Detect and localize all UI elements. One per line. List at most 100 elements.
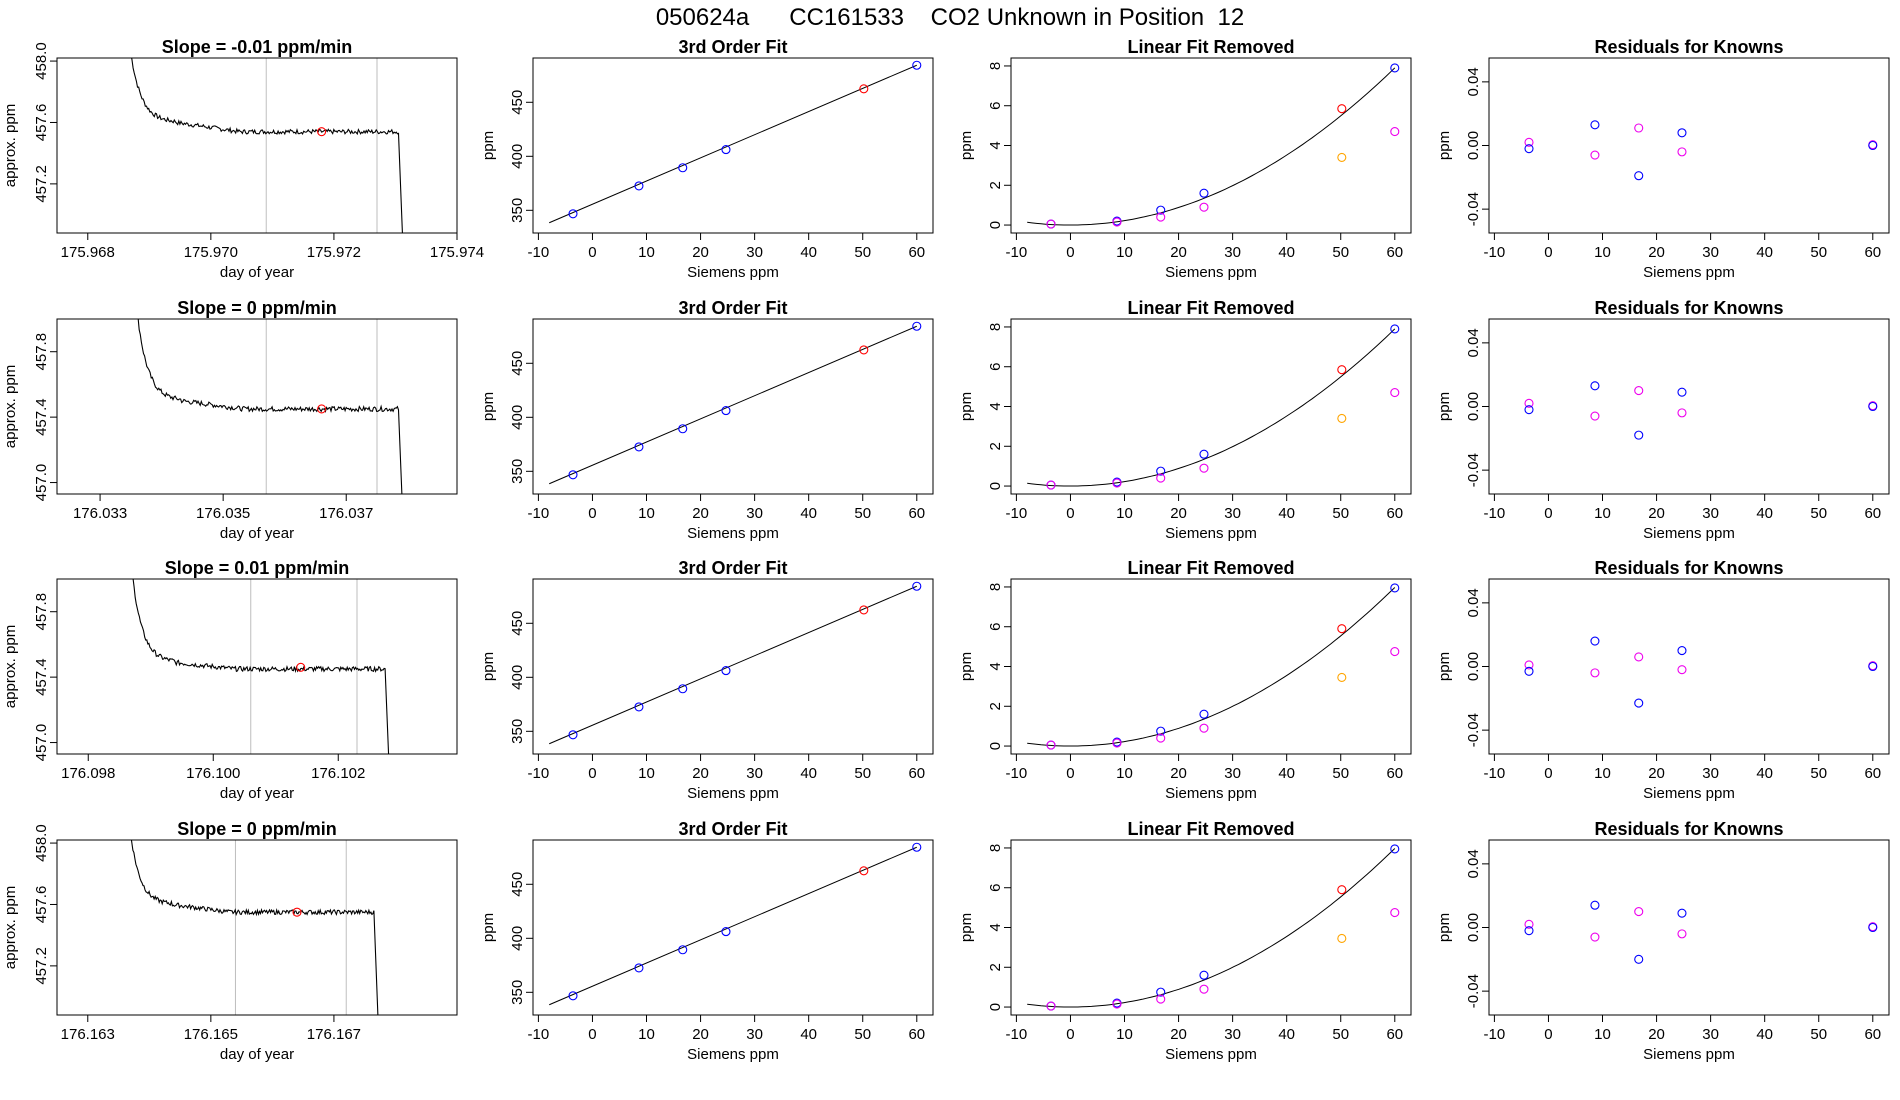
data-point (1634, 954, 1644, 964)
x-tick-label: 0 (588, 765, 596, 782)
y-axis-label: ppm (958, 392, 975, 421)
y-tick-label: 450 (509, 90, 526, 115)
x-tick-label: 175.972 (307, 244, 361, 261)
x-tick-label: -10 (528, 1026, 550, 1043)
y-tick-label: 4 (987, 402, 1004, 410)
x-tick-label: 50 (854, 1026, 871, 1043)
chart-title: Linear Fit Removed (1127, 558, 1294, 578)
data-point (1868, 140, 1878, 151)
x-axis-label: Siemens ppm (1643, 525, 1735, 542)
x-axis-label: Siemens ppm (687, 1046, 779, 1063)
y-tick-label: 457.6 (33, 104, 50, 142)
x-tick-label: 0 (1066, 1026, 1074, 1043)
x-tick-label: 30 (1224, 765, 1241, 782)
x-tick-label: 20 (692, 244, 709, 261)
y-tick-label: 0.00 (1465, 392, 1482, 421)
data-point (1524, 919, 1534, 929)
data-point (1199, 709, 1209, 719)
x-tick-label: 10 (1594, 1026, 1611, 1043)
chart-panel: 3rd Order Fit -10 0 10 20 30 40 50 60 350 400 450 Si… (480, 37, 934, 281)
x-tick-label: 10 (1594, 505, 1611, 522)
y-tick-label: 400 (509, 926, 526, 951)
y-tick-label: 0.04 (1465, 67, 1482, 96)
y-tick-label: 0.00 (1465, 652, 1482, 681)
x-tick-label: 30 (1224, 1026, 1241, 1043)
x-tick-label: 60 (908, 1026, 925, 1043)
data-point (1590, 900, 1600, 910)
y-tick-label: 350 (509, 980, 526, 1005)
x-tick-label: 30 (1224, 244, 1241, 261)
data-point (721, 145, 731, 155)
y-tick-label: -0.04 (1465, 713, 1482, 747)
y-tick-label: 8 (987, 323, 1004, 331)
y-tick-label: -0.04 (1465, 192, 1482, 226)
x-tick-label: 10 (638, 505, 655, 522)
x-tick-label: 0 (1544, 244, 1552, 261)
data-point (568, 991, 578, 1001)
x-tick-label: 50 (1332, 1026, 1349, 1043)
x-tick-label: 0 (1544, 1026, 1552, 1043)
data-point (1677, 908, 1687, 918)
x-tick-label: 50 (1810, 244, 1827, 261)
plot-frame (1488, 578, 1890, 755)
x-axis-label: day of year (220, 525, 294, 542)
x-tick-label: 10 (1116, 765, 1133, 782)
plot-area (1027, 324, 1400, 490)
data-point (1046, 1001, 1056, 1011)
chart-panel: Residuals for Knowns -10 0 10 20 30 40 50 60 -0.0… (1436, 298, 1890, 542)
x-tick-label: 176.100 (186, 765, 240, 782)
y-axis-label: ppm (480, 652, 497, 681)
x-tick-label: -10 (528, 244, 550, 261)
chart-title: 3rd Order Fit (678, 819, 787, 839)
y-tick-label: 6 (987, 623, 1004, 631)
y-tick-label: -0.04 (1465, 974, 1482, 1008)
chart-title: Slope = 0 ppm/min (177, 298, 337, 318)
data-point (912, 60, 922, 70)
data-point (1156, 733, 1166, 743)
y-tick-label: 8 (987, 583, 1004, 591)
plot-area (132, 579, 390, 754)
y-tick-label: 457.2 (33, 947, 50, 985)
data-point (1590, 411, 1600, 421)
x-tick-label: 10 (1116, 505, 1133, 522)
y-tick-label: 0 (987, 221, 1004, 229)
data-point (1156, 466, 1166, 476)
data-point (1390, 388, 1400, 398)
data-point (634, 442, 644, 452)
y-tick-label: 6 (987, 363, 1004, 371)
chart-panel: 3rd Order Fit -10 0 10 20 30 40 50 60 350 400 450 Si… (480, 298, 934, 542)
data-point (1199, 970, 1209, 980)
data-point (1524, 666, 1534, 676)
x-axis-label: Siemens ppm (1643, 264, 1735, 281)
chart-title: Slope = 0 ppm/min (177, 819, 337, 839)
x-tick-label: 0 (1066, 765, 1074, 782)
plot-frame (1488, 318, 1890, 495)
x-axis-label: Siemens ppm (1165, 525, 1257, 542)
x-tick-label: 30 (746, 244, 763, 261)
data-point (1156, 473, 1166, 483)
x-tick-label: -10 (1484, 765, 1506, 782)
data-point (1677, 408, 1687, 418)
chart-panel: Residuals for Knowns -10 0 10 20 30 40 50 60 -0.0… (1436, 558, 1890, 802)
plot-frame (1010, 578, 1412, 755)
x-axis-label: day of year (220, 264, 294, 281)
data-point (1524, 398, 1534, 408)
data-point (1868, 401, 1878, 412)
plot-frame (532, 57, 934, 234)
data-point (1337, 365, 1347, 375)
data-point (1046, 480, 1056, 490)
x-tick-label: 20 (692, 1026, 709, 1043)
y-tick-label: 4 (987, 141, 1004, 149)
chart-title: Linear Fit Removed (1127, 819, 1294, 839)
plot-frame (1488, 57, 1890, 234)
x-tick-label: 30 (1702, 244, 1719, 261)
x-tick-label: 20 (1170, 765, 1187, 782)
chart-panel: Slope = 0 ppm/min 176.033 176.035 176.037 45… (2, 298, 458, 542)
x-tick-label: 10 (1594, 765, 1611, 782)
y-axis-label: ppm (1436, 913, 1453, 942)
data-point (1590, 150, 1600, 160)
x-tick-label: -10 (1484, 505, 1506, 522)
x-tick-label: 0 (588, 244, 596, 261)
data-point (1337, 152, 1347, 162)
y-tick-label: 4 (987, 923, 1004, 931)
